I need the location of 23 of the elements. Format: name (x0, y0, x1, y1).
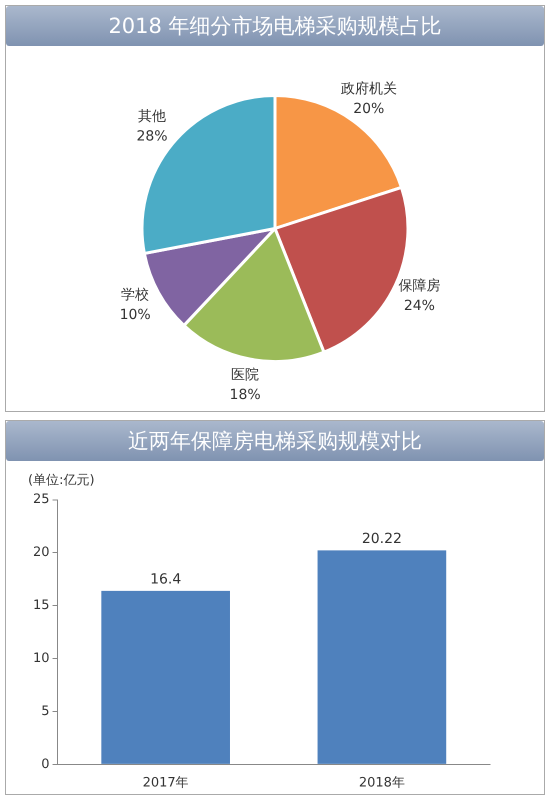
data-label: 20% (353, 101, 384, 118)
data-label: 18% (230, 386, 261, 403)
y-tick-label: 0 (41, 756, 50, 772)
data-label: 10% (120, 307, 151, 324)
slice-label: 保障房 (398, 278, 440, 294)
data-label: 20.22 (362, 531, 402, 548)
data-label: 24% (404, 298, 435, 314)
y-tick-label: 5 (41, 704, 50, 719)
chart-title: 2018 年细分市场电梯采购规模占比 (6, 6, 544, 46)
y-axis-title: (单位:亿元) (27, 472, 96, 489)
slice-label: 学校 (121, 287, 150, 304)
y-tick-label: 10 (32, 650, 50, 666)
x-tick-label: 2018年 (358, 776, 405, 791)
y-tick-label: 25 (32, 492, 50, 508)
y-tick-label: 15 (32, 598, 50, 614)
y-tick-label: 20 (32, 545, 50, 560)
x-tick-label: 2017年 (142, 776, 189, 791)
chart-title: 近两年保障房电梯采购规模对比 (6, 421, 544, 461)
data-label: 16.4 (150, 571, 182, 588)
slice-label: 医院 (231, 366, 260, 383)
slice-label: 其他 (138, 108, 166, 124)
data-label: 28% (136, 128, 168, 144)
slice-label: 政府机关 (340, 81, 397, 98)
